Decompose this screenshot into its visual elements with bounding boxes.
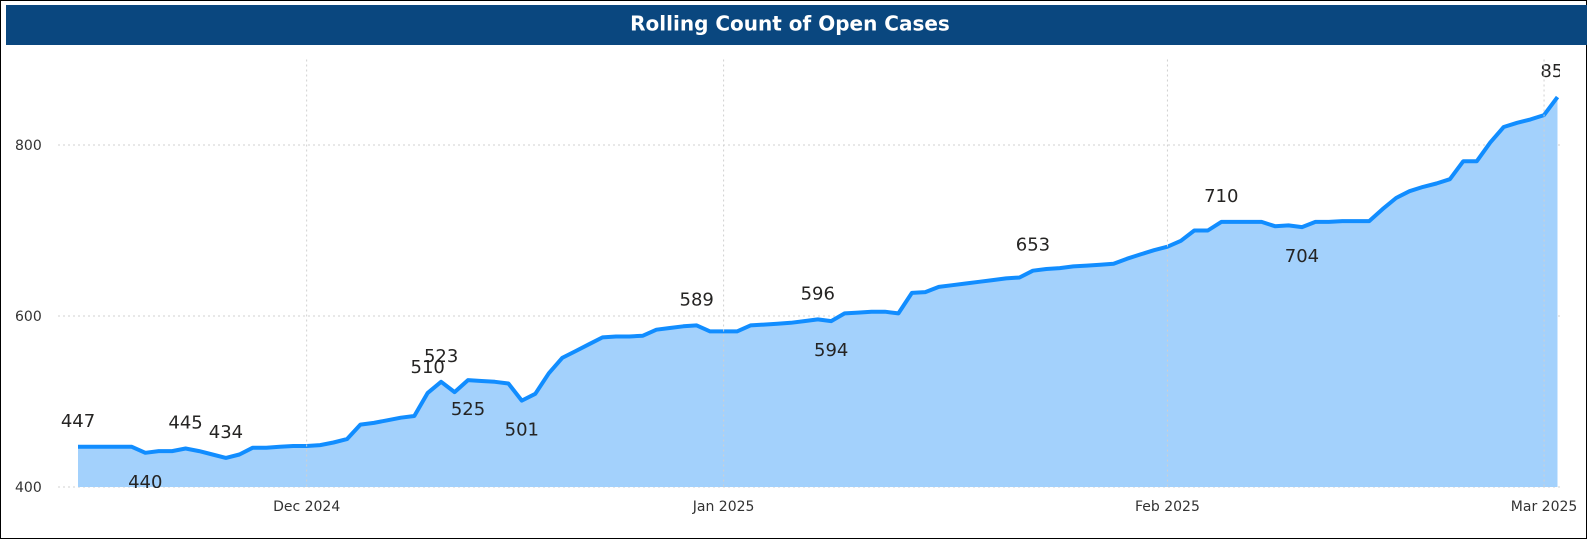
area-line	[78, 95, 1560, 460]
data-label: 523	[424, 346, 458, 367]
data-label: 596	[801, 283, 835, 304]
title-bar	[6, 5, 1587, 45]
data-label: 447	[61, 411, 95, 432]
x-tick-label: Dec 2024	[273, 499, 340, 515]
x-tick-label: Jan 2025	[692, 499, 755, 515]
chart-title: Rolling Count of Open Cases	[630, 12, 950, 36]
data-label: 434	[209, 422, 243, 443]
data-label: 525	[451, 399, 485, 420]
data-label: 501	[505, 420, 539, 441]
y-tick-label: 800	[15, 138, 42, 154]
data-label: 856	[1540, 61, 1574, 82]
area-fill	[78, 97, 1558, 487]
data-label: 704	[1285, 246, 1319, 267]
data-label: 589	[680, 289, 714, 310]
data-label: 653	[1016, 235, 1050, 256]
x-tick-label: Mar 2025	[1511, 499, 1578, 515]
x-tick-label: Feb 2025	[1135, 499, 1200, 515]
y-tick-label: 400	[15, 480, 42, 496]
y-tick-label: 600	[15, 309, 42, 325]
data-label: 440	[128, 472, 162, 493]
data-label: 594	[814, 340, 848, 361]
data-label: 445	[168, 413, 202, 434]
data-label: 510	[411, 357, 445, 378]
data-label: 710	[1204, 186, 1238, 207]
